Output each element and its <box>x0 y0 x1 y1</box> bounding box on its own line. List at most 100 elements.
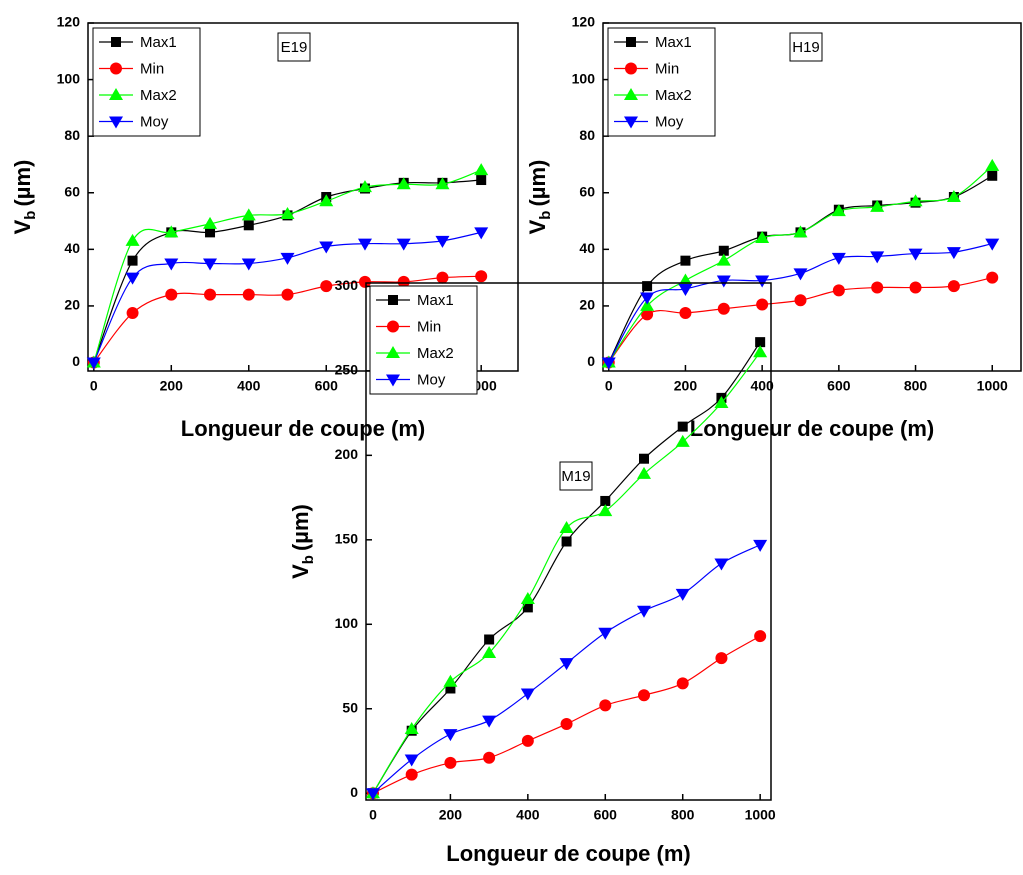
marker <box>280 206 295 219</box>
marker <box>598 627 613 640</box>
marker <box>678 283 693 296</box>
marker <box>243 220 254 231</box>
plot-frame <box>365 282 772 801</box>
legend-label: Max2 <box>140 87 177 104</box>
marker <box>387 320 399 333</box>
annotation: E19 <box>281 39 308 56</box>
marker <box>357 180 372 193</box>
marker <box>676 677 689 690</box>
marker <box>397 275 410 288</box>
marker <box>831 204 846 217</box>
marker <box>714 395 729 408</box>
marker <box>909 281 922 294</box>
x-tick-label: 200 <box>674 378 698 394</box>
marker <box>241 208 256 221</box>
marker <box>718 245 729 256</box>
legend-label: Max1 <box>140 34 177 51</box>
legend-label: Moy <box>140 113 169 130</box>
marker <box>110 62 122 75</box>
y-axis-unit: (µm) <box>288 504 313 551</box>
marker <box>639 453 650 464</box>
marker <box>870 199 885 212</box>
marker <box>947 280 960 293</box>
y-axis-symbol: V <box>288 564 313 579</box>
y-axis-title: Vb (µm) <box>288 504 317 579</box>
marker <box>987 170 998 181</box>
marker <box>641 308 654 321</box>
y-tick-label: 40 <box>64 240 80 256</box>
marker <box>203 216 218 229</box>
marker <box>985 238 1000 251</box>
y-axis-unit: (µm) <box>10 160 35 207</box>
marker <box>111 37 121 47</box>
marker <box>908 194 923 207</box>
marker <box>357 238 372 251</box>
marker <box>755 337 766 348</box>
marker <box>601 357 616 370</box>
marker <box>753 539 768 552</box>
marker <box>365 788 380 801</box>
marker <box>561 536 572 547</box>
marker <box>521 734 534 747</box>
marker <box>404 722 419 735</box>
marker <box>642 281 653 292</box>
marker <box>319 194 334 207</box>
marker <box>755 275 770 288</box>
marker <box>109 88 123 100</box>
marker <box>715 652 728 665</box>
legend-label: Max2 <box>417 345 454 362</box>
marker <box>405 768 418 781</box>
marker <box>127 255 138 266</box>
legend-label: Moy <box>417 371 446 388</box>
x-tick-label: 800 <box>904 378 928 394</box>
y-axis-symbol: V <box>525 219 550 234</box>
marker <box>445 683 456 694</box>
marker <box>435 235 450 248</box>
marker <box>677 421 688 432</box>
marker <box>474 163 489 176</box>
x-tick-label: 1000 <box>745 807 776 823</box>
x-tick-label: 800 <box>671 807 695 823</box>
marker <box>281 288 294 301</box>
marker <box>386 374 400 387</box>
marker <box>109 116 123 129</box>
marker <box>600 495 611 506</box>
y-tick-label: 60 <box>64 183 80 199</box>
legend-label: Max1 <box>655 34 692 51</box>
y-tick-label: 0 <box>587 353 595 369</box>
marker <box>832 284 845 297</box>
marker <box>520 688 535 701</box>
x-axis-title: Longueur de coupe (m) <box>690 416 934 441</box>
marker <box>125 233 140 246</box>
legend-label: Min <box>655 60 679 77</box>
y-tick-label: 150 <box>335 531 359 547</box>
y-tick-label: 100 <box>335 615 359 631</box>
marker <box>624 88 638 100</box>
y-tick-label: 20 <box>64 297 80 313</box>
annotation-box <box>789 32 823 62</box>
marker <box>753 345 768 358</box>
marker <box>559 658 574 671</box>
y-axis-unit: (µm) <box>525 160 550 207</box>
marker <box>241 258 256 271</box>
marker <box>559 520 574 533</box>
marker <box>203 258 218 271</box>
annotation: H19 <box>792 39 820 56</box>
marker <box>396 238 411 251</box>
plot-frame <box>602 22 1022 372</box>
y-tick-label: 0 <box>350 784 358 800</box>
marker <box>831 252 846 265</box>
marker <box>242 288 255 301</box>
x-tick-label: 400 <box>237 378 261 394</box>
y-tick-label: 50 <box>342 699 358 715</box>
marker <box>637 466 652 479</box>
y-tick-label: 60 <box>579 183 595 199</box>
marker <box>793 225 808 238</box>
marker <box>599 699 612 712</box>
marker <box>793 268 808 281</box>
annotation-box <box>559 461 593 491</box>
annotation: M19 <box>561 468 590 485</box>
marker <box>126 307 139 319</box>
marker <box>125 272 140 285</box>
marker <box>358 275 371 288</box>
